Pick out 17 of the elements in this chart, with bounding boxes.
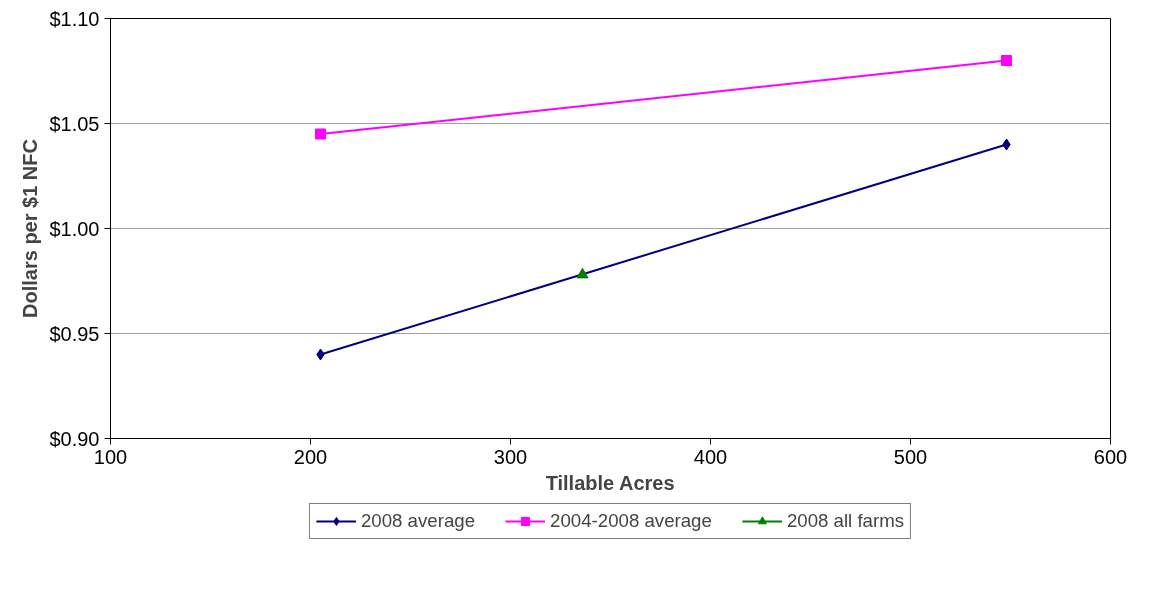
x-tick-label: 200 (293, 445, 328, 468)
x-tick-label: 600 (1093, 445, 1128, 468)
x-tick-label: 400 (693, 445, 728, 468)
point (1001, 55, 1012, 66)
legend-label: 2008 average (360, 510, 476, 532)
y-tick-label: $1.05 (49, 112, 100, 135)
x-axis-title: Tillable Acres (545, 471, 675, 494)
legend-label: 2004-2008 average (550, 510, 712, 532)
point (576, 267, 589, 279)
y-tick-label: $1.10 (49, 7, 100, 30)
y-axis-title: Dollars per $1 NFC (19, 139, 42, 318)
point (315, 128, 326, 140)
legend-label: 2008 all farms (786, 510, 905, 532)
x-tick-label: 300 (493, 445, 528, 468)
x-tick-label: 500 (893, 445, 928, 468)
y-tick-label: $0.95 (49, 322, 100, 345)
y-tick-label: $1.00 (49, 217, 100, 240)
